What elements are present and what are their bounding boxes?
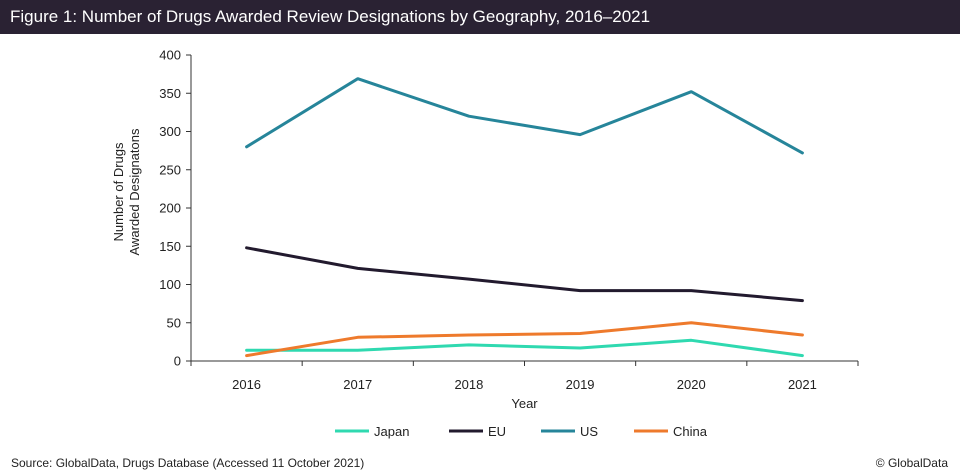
chart-area: 0 50 100 150 200 250 300 350 400 2016 2017 2018 2019… — [0, 34, 960, 450]
x-axis-title: Year — [511, 396, 538, 411]
y-tick-label: 400 — [159, 48, 181, 63]
figure-footer: Source: GlobalData, Drugs Database (Acce… — [0, 450, 960, 476]
x-tick-label: 2018 — [454, 377, 483, 392]
series-line-china — [245, 321, 804, 358]
y-tick-label: 150 — [159, 239, 181, 254]
x-tick-label: 2021 — [788, 377, 817, 392]
y-tick-label: 200 — [159, 201, 181, 216]
series-line-japan — [245, 338, 804, 358]
copyright-note: © GlobalData — [875, 456, 948, 470]
y-tick-label: 250 — [159, 162, 181, 177]
y-axis-title: Number of DrugsAwarded Designatons — [111, 128, 142, 255]
x-tick-label: 2020 — [677, 377, 706, 392]
chart-axes: 0 50 100 150 200 250 300 350 400 2016 2017 2018 2019… — [111, 48, 859, 411]
x-tick-label: 2016 — [232, 377, 261, 392]
figure-title-bar: Figure 1: Number of Drugs Awarded Review… — [0, 0, 960, 34]
y-tick-label: 300 — [159, 124, 181, 139]
y-tick-label: 0 — [174, 354, 181, 369]
source-note: Source: GlobalData, Drugs Database (Acce… — [11, 456, 365, 470]
series-line-eu — [245, 246, 804, 303]
x-tick-label: 2019 — [566, 377, 595, 392]
line-chart: 0 50 100 150 200 250 300 350 400 2016 2017 2018 2019… — [111, 48, 859, 439]
chart-series — [245, 77, 804, 358]
series-line-us — [245, 77, 804, 155]
y-tick-label: 100 — [159, 277, 181, 292]
legend-label-china: China — [673, 424, 708, 439]
legend-label-japan: Japan — [374, 424, 409, 439]
y-tick-label: 350 — [159, 86, 181, 101]
y-axis-title-line: Awarded Designatons — [127, 128, 142, 255]
legend-label-eu: EU — [488, 424, 506, 439]
x-tick-label: 2017 — [343, 377, 372, 392]
legend-label-us: US — [580, 424, 598, 439]
chart-legend: Japan EU US China — [335, 424, 708, 439]
y-tick-label: 50 — [167, 315, 181, 330]
y-axis-title-line: Number of Drugs — [111, 142, 126, 241]
figure-title: Figure 1: Number of Drugs Awarded Review… — [10, 7, 651, 26]
